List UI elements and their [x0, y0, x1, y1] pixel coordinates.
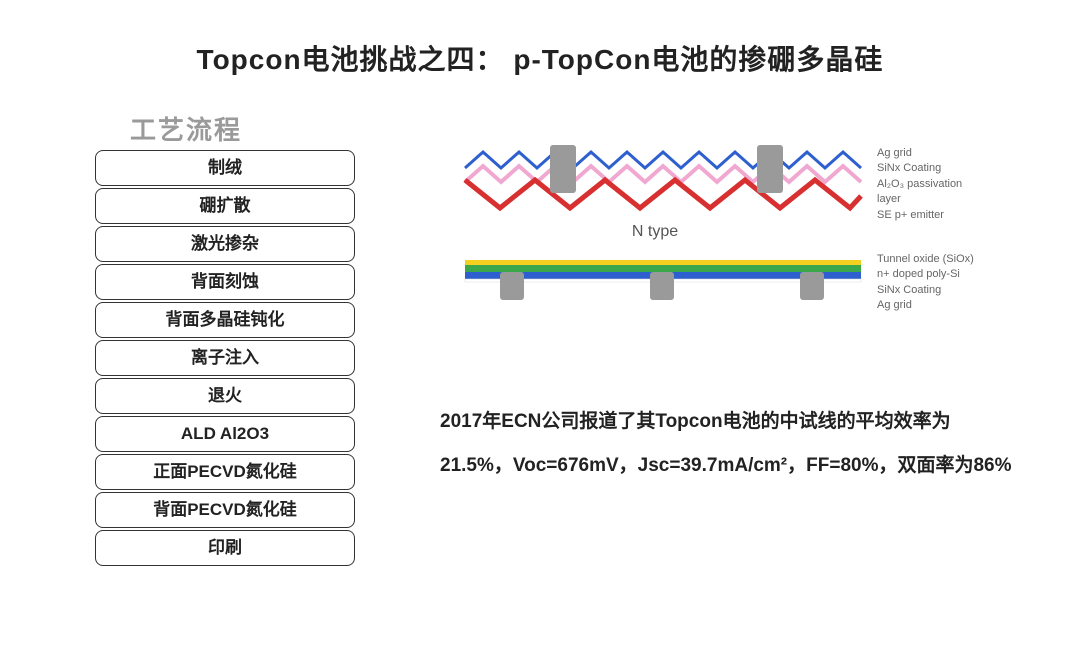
- flow-step: 激光掺杂: [95, 226, 355, 262]
- top-grid-contact: [550, 145, 576, 193]
- layer-label: n+ doped poly-Si: [877, 267, 974, 282]
- n-type-label: N type: [632, 223, 678, 240]
- flow-step: 背面多晶硅钝化: [95, 302, 355, 338]
- flow-step: 退火: [95, 378, 355, 414]
- layer-label: SE p+ emitter: [877, 208, 975, 223]
- cell-diagram: N type Ag grid SiNx Coating Al₂O₃ passiv…: [455, 140, 975, 360]
- flow-title: 工艺流程: [130, 110, 242, 147]
- green-layer: [465, 265, 861, 272]
- flow-step: 印刷: [95, 530, 355, 566]
- layer-label: Ag grid: [877, 146, 975, 161]
- red-zigzag: [465, 180, 861, 208]
- flow-step: 离子注入: [95, 340, 355, 376]
- layer-label: SiNx Coating: [877, 283, 974, 298]
- main-title: Topcon电池挑战之四： p-TopCon电池的掺硼多晶硅: [0, 38, 1080, 78]
- bottom-grid-contact: [500, 272, 524, 300]
- layer-label: Tunnel oxide (SiOx): [877, 252, 974, 267]
- flow-step: 制绒: [95, 150, 355, 186]
- top-grid-contact: [757, 145, 783, 193]
- bottom-layer-labels: Tunnel oxide (SiOx) n+ doped poly-Si SiN…: [877, 252, 974, 314]
- layer-label: Ag grid: [877, 298, 974, 313]
- flow-step: 背面刻蚀: [95, 264, 355, 300]
- flow-step: ALD Al2O3: [95, 416, 355, 452]
- top-layer-labels: Ag grid SiNx Coating Al₂O₃ passivation l…: [877, 146, 975, 223]
- layer-label: SiNx Coating: [877, 161, 975, 176]
- bottom-grid-contact: [800, 272, 824, 300]
- flow-step: 硼扩散: [95, 188, 355, 224]
- description-text: 2017年ECN公司报道了其Topcon电池的中试线的平均效率为21.5%，Vo…: [440, 400, 1020, 487]
- pink-zigzag: [465, 166, 861, 182]
- flow-step: 正面PECVD氮化硅: [95, 454, 355, 490]
- yellow-layer: [465, 260, 861, 265]
- layer-label: Al₂O₃ passivation layer: [877, 177, 975, 208]
- flow-list: 制绒 硼扩散 激光掺杂 背面刻蚀 背面多晶硅钝化 离子注入 退火 ALD Al2…: [95, 150, 355, 568]
- flow-step: 背面PECVD氮化硅: [95, 492, 355, 528]
- bottom-grid-contact: [650, 272, 674, 300]
